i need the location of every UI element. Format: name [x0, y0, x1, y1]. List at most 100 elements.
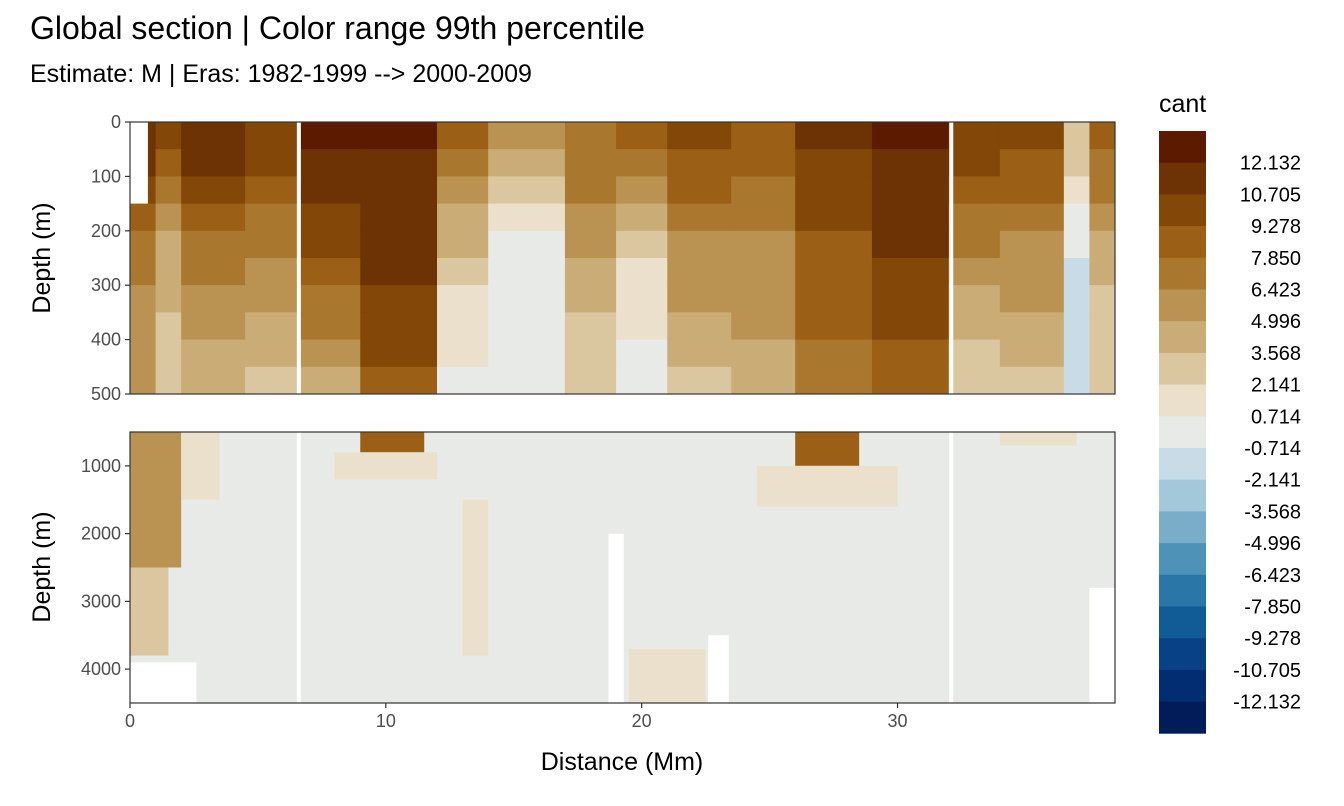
x-axis-label: Distance (Mm): [541, 748, 704, 776]
y-tick-label: 200: [91, 221, 121, 241]
contour-cell: [1089, 149, 1115, 177]
legend-swatch: [1159, 606, 1206, 639]
contour-cell: [795, 312, 873, 341]
contour-cell: [795, 203, 873, 232]
upper-panel-border: [129, 121, 1116, 395]
contour-cell: [1089, 122, 1115, 150]
y-tick-label: 0: [111, 112, 121, 132]
contour-cell: [731, 230, 796, 259]
contour-cell: [616, 312, 668, 341]
contour-cell: [1089, 258, 1115, 286]
legend-label: 4.996: [1251, 311, 1301, 333]
contour-cell: [667, 122, 732, 150]
contour-cell: [1063, 285, 1090, 313]
contour-cell: [871, 258, 950, 286]
contour-cell: [488, 149, 566, 177]
contour-cell: [360, 366, 438, 394]
contour-cell: [245, 230, 300, 259]
missing-data: [708, 635, 729, 703]
contour-cell: [181, 230, 246, 259]
legend-swatch: [1159, 194, 1206, 227]
contour-cell: [360, 432, 425, 453]
contour-cell: [999, 258, 1065, 286]
contour-cell: [1063, 203, 1090, 232]
contour-cell: [667, 149, 732, 177]
legend-swatch: [1159, 543, 1206, 576]
legend-label: -0.714: [1244, 438, 1301, 460]
contour-cell: [245, 176, 300, 205]
contour-cell: [731, 258, 796, 286]
contour-cell: [564, 258, 617, 286]
contour-cell: [437, 176, 489, 205]
contour-cell: [948, 149, 1001, 177]
contour-cell: [1063, 339, 1090, 368]
contour-cell: [488, 258, 566, 286]
legend-label: -9.278: [1244, 628, 1301, 650]
contour-cell: [360, 230, 438, 259]
contour-cell: [181, 149, 246, 177]
contour-cell: [871, 203, 950, 232]
contour-cell: [616, 258, 668, 286]
contour-cell: [298, 366, 361, 394]
contour-cell: [999, 432, 1077, 446]
contour-cell: [871, 149, 950, 177]
contour-cell: [245, 122, 300, 150]
data-gap: [296, 122, 301, 394]
contour-cell: [130, 230, 157, 259]
contour-cell: [731, 203, 796, 232]
contour-cell: [616, 366, 668, 394]
contour-cell: [245, 366, 300, 394]
contour-cell: [667, 176, 732, 205]
contour-cell: [1089, 203, 1115, 232]
x-tick-label: 20: [632, 711, 652, 731]
legend-colorbar: [1159, 131, 1206, 734]
contour-cell: [298, 203, 361, 232]
missing-data: [130, 122, 148, 204]
legend-label: -7.850: [1244, 597, 1301, 619]
contour-cell: [999, 122, 1065, 150]
lower-y-axis-label: Depth (m): [28, 511, 56, 622]
contour-cell: [999, 149, 1065, 177]
contour-cell: [181, 203, 246, 232]
data-gap: [296, 432, 301, 703]
contour-cell: [155, 366, 182, 394]
contour-cell: [181, 122, 246, 150]
contour-cell: [437, 203, 489, 232]
legend-label: -3.568: [1244, 501, 1301, 523]
contour-cell: [298, 230, 361, 259]
contour-cell: [871, 176, 950, 205]
x-tick-label: 0: [125, 711, 135, 731]
contour-cell: [667, 285, 732, 313]
contour-cell: [616, 203, 668, 232]
y-tick-label: 400: [91, 330, 121, 350]
contour-cell: [181, 339, 246, 368]
contour-cell: [564, 230, 617, 259]
legend-label: 0.714: [1251, 406, 1301, 428]
legend-swatch: [1159, 162, 1206, 195]
contour-cell: [616, 285, 668, 313]
contour-cell: [181, 366, 246, 394]
contour-cell: [298, 258, 361, 286]
legend-label: -6.423: [1244, 565, 1301, 587]
contour-cell: [616, 176, 668, 205]
lower-panel: 1000 2000 3000 4000: [81, 431, 1116, 704]
contour-cell: [999, 176, 1065, 205]
contour-cell: [155, 285, 182, 313]
legend-swatch: [1159, 448, 1206, 481]
lower-panel-contours: [130, 432, 1115, 703]
legend-label: 10.705: [1240, 184, 1301, 206]
y-tick-label: 500: [91, 384, 121, 404]
contour-cell: [667, 312, 732, 341]
contour-cell: [616, 339, 668, 368]
contour-cell: [298, 176, 361, 205]
contour-cell: [181, 176, 246, 205]
contour-cell: [130, 366, 157, 394]
contour-cell: [245, 203, 300, 232]
contour-cell: [871, 122, 950, 150]
contour-cell: [298, 122, 361, 150]
contour-cell: [298, 312, 361, 341]
contour-cell: [155, 258, 182, 286]
contour-cell: [667, 366, 732, 394]
legend-label: 6.423: [1251, 280, 1301, 302]
contour-cell: [130, 312, 157, 341]
